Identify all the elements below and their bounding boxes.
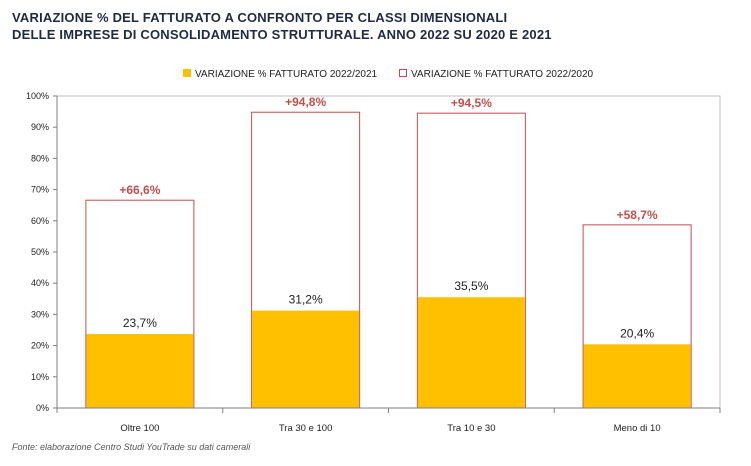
legend-label-2022-2021: VARIAZIONE % FATTURATO 2022/2021 xyxy=(195,69,378,80)
y-tick-label: 90% xyxy=(31,122,49,132)
y-tick-label: 30% xyxy=(31,309,49,319)
y-tick-label: 40% xyxy=(31,278,49,288)
legend-swatch-2022-2020 xyxy=(399,69,407,77)
x-category-label: Tra 30 e 100 xyxy=(279,423,333,434)
data-label-2022-2021: 35,5% xyxy=(454,279,488,293)
data-label-2022-2020: +94,5% xyxy=(451,96,492,110)
data-label-2022-2021: 31,2% xyxy=(289,293,323,307)
y-tick-label: 80% xyxy=(31,153,49,163)
source-note: Fonte: elaborazione Centro Studi YouTrad… xyxy=(12,442,251,452)
x-category-label: Meno di 10 xyxy=(614,423,661,434)
x-category-label: Oltre 100 xyxy=(120,423,159,434)
y-tick-label: 50% xyxy=(31,247,49,257)
chart-title-line-1: VARIAZIONE % DEL FATTURATO A CONFRONTO P… xyxy=(12,10,508,25)
chart-title: VARIAZIONE % DEL FATTURATO A CONFRONTO P… xyxy=(12,9,552,43)
data-label-2022-2020: +58,7% xyxy=(617,208,658,222)
y-tick-label: 70% xyxy=(31,185,49,195)
data-label-2022-2020: +66,6% xyxy=(119,183,160,197)
bar-2022-2021 xyxy=(86,334,194,408)
y-tick-label: 20% xyxy=(31,341,49,351)
y-tick-label: 100% xyxy=(26,91,49,101)
legend-swatch-2022-2021 xyxy=(183,69,191,77)
bar-2022-2021 xyxy=(417,297,525,408)
data-label-2022-2021: 23,7% xyxy=(123,316,157,330)
chart-title-line-2: DELLE IMPRESE DI CONSOLIDAMENTO STRUTTUR… xyxy=(12,27,552,42)
data-label-2022-2021: 20,4% xyxy=(620,326,654,340)
data-label-2022-2020: +94,8% xyxy=(285,95,326,109)
x-category-label: Tra 10 e 30 xyxy=(447,423,495,434)
y-tick-label: 10% xyxy=(31,372,49,382)
bar-2022-2021 xyxy=(583,344,691,408)
bar-2022-2021 xyxy=(252,310,360,408)
legend-label-2022-2020: VARIAZIONE % FATTURATO 2022/2020 xyxy=(411,69,594,80)
y-tick-label: 0% xyxy=(36,403,49,413)
y-tick-label: 60% xyxy=(31,216,49,226)
